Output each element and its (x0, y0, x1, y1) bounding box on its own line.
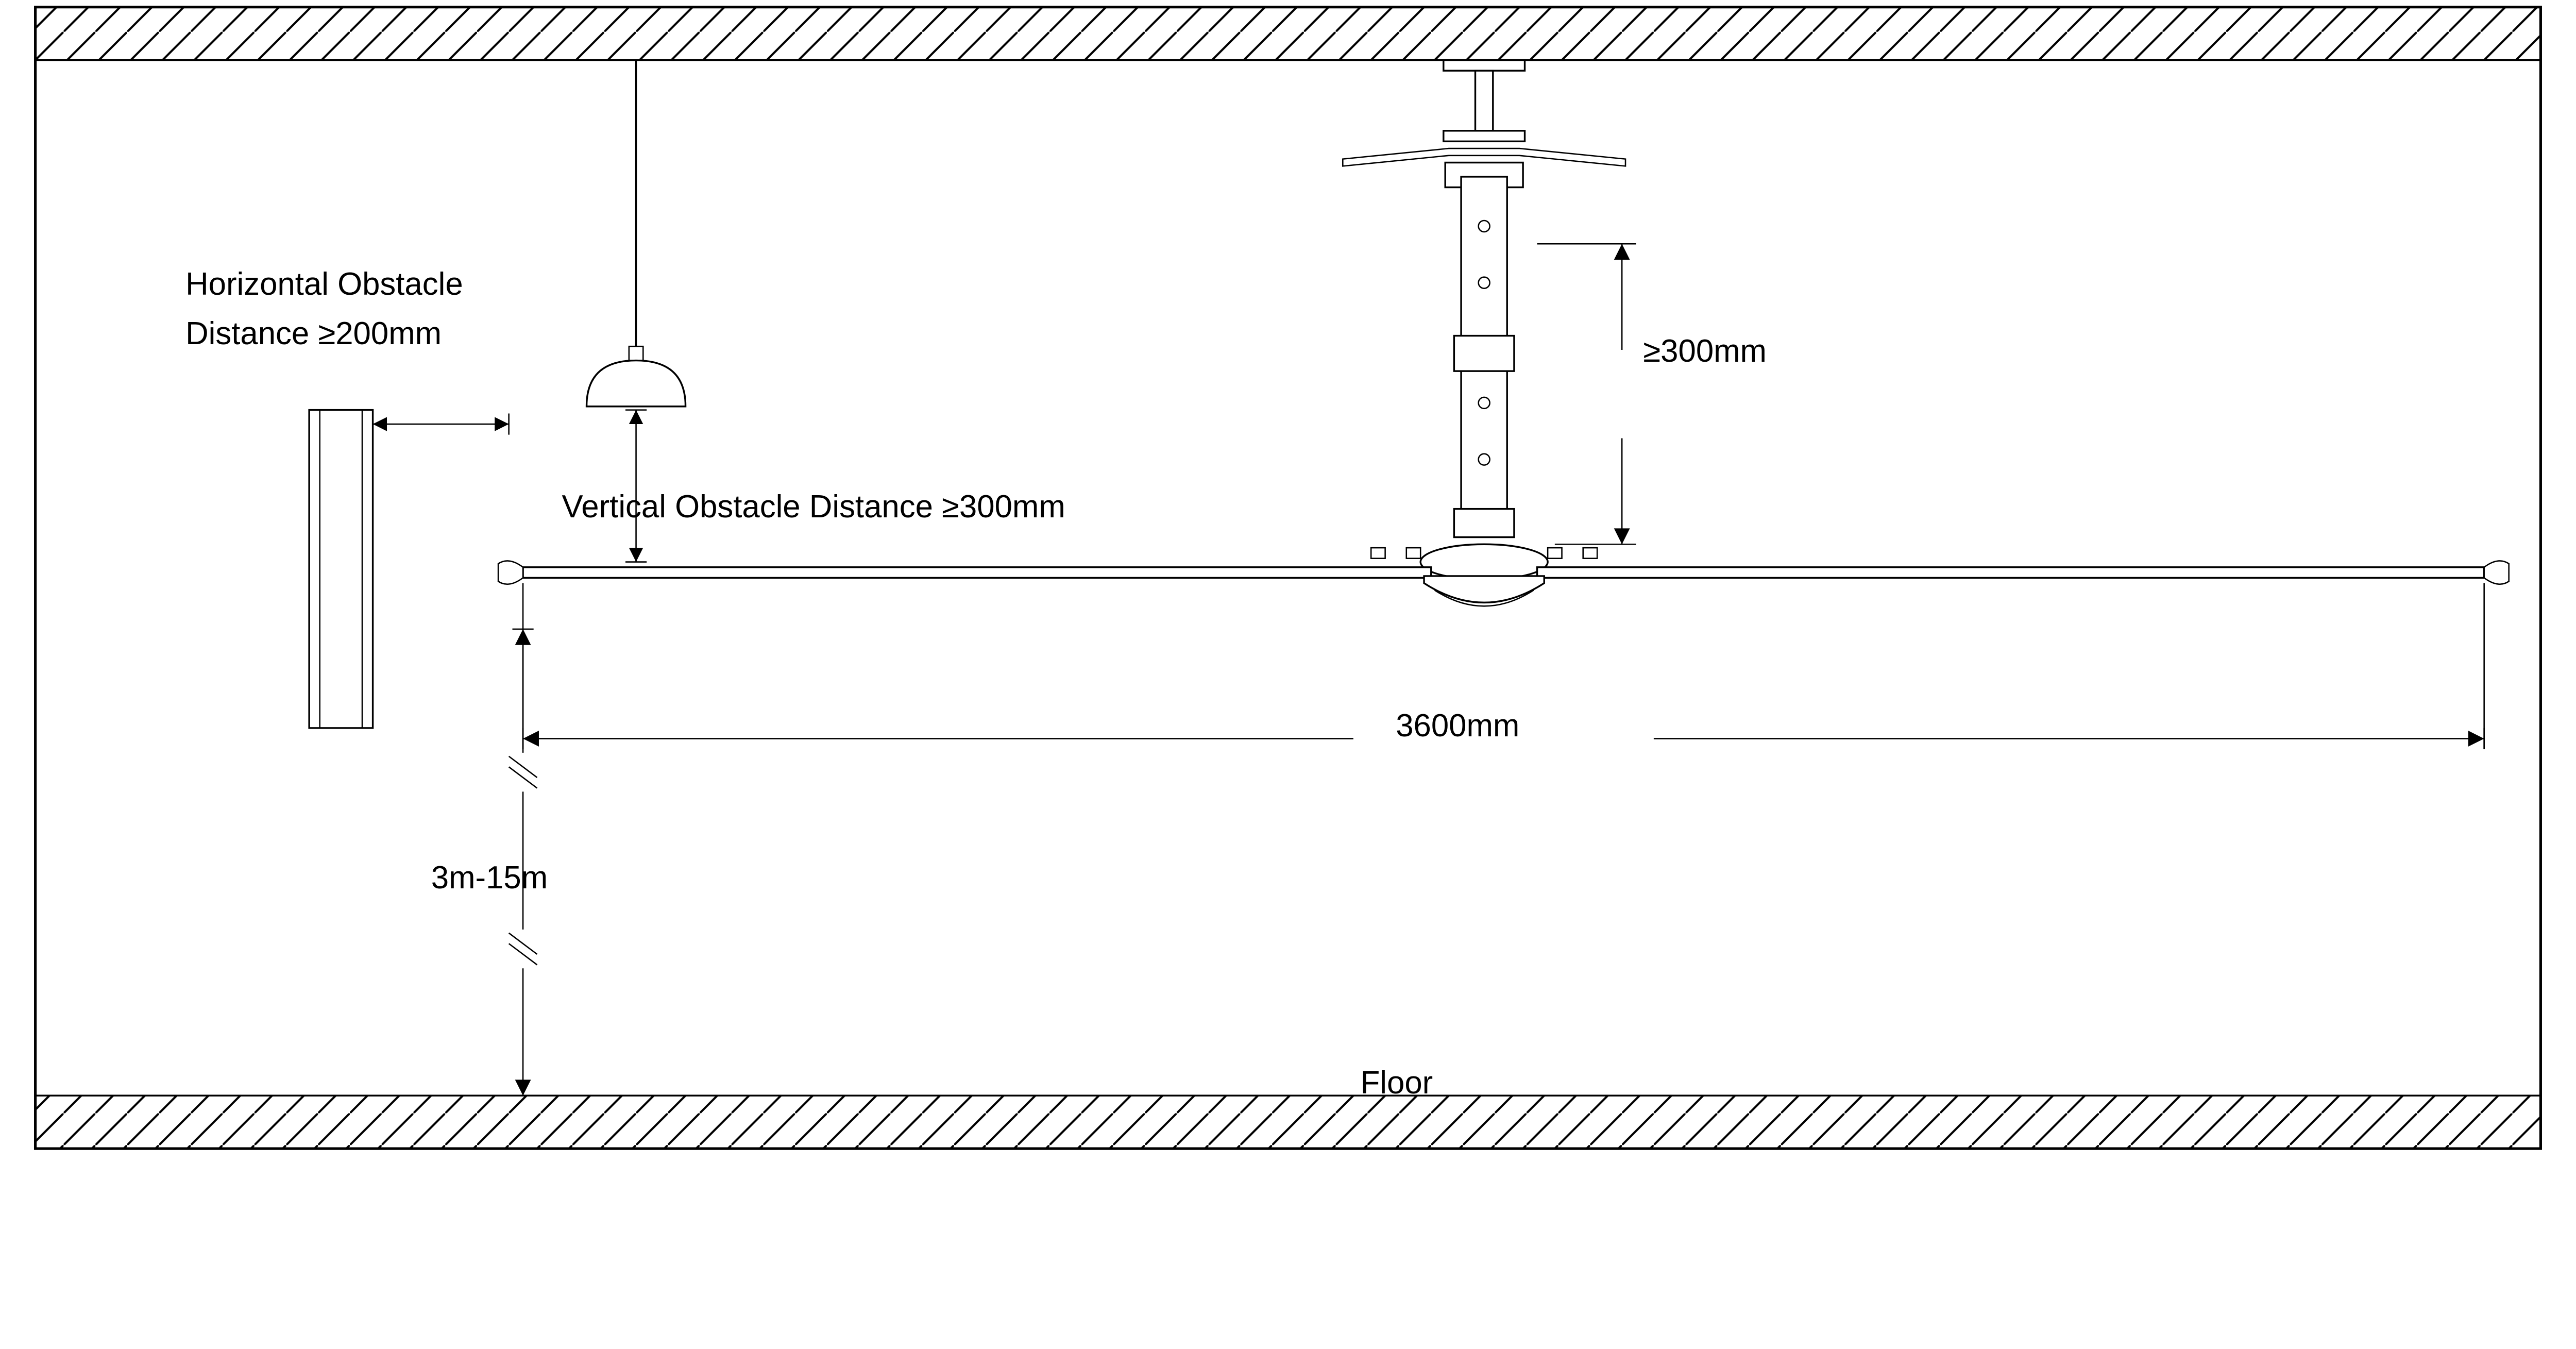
floor-clearance-label: 3m-15m (431, 860, 548, 896)
horizontal-obstacle-label-1: Horizontal Obstacle (185, 266, 463, 302)
floor-label: Floor (1361, 1065, 1433, 1101)
blade-span-label: 3600mm (1396, 708, 1519, 744)
drop-length-label: ≥300mm (1643, 333, 1767, 369)
horizontal-obstacle-label-2: Distance ≥200mm (185, 316, 442, 351)
pendant-lamp (587, 60, 686, 407)
wall-obstacle (309, 410, 372, 728)
vertical-obstacle-label: Vertical Obstacle Distance ≥300mm (562, 489, 1065, 525)
